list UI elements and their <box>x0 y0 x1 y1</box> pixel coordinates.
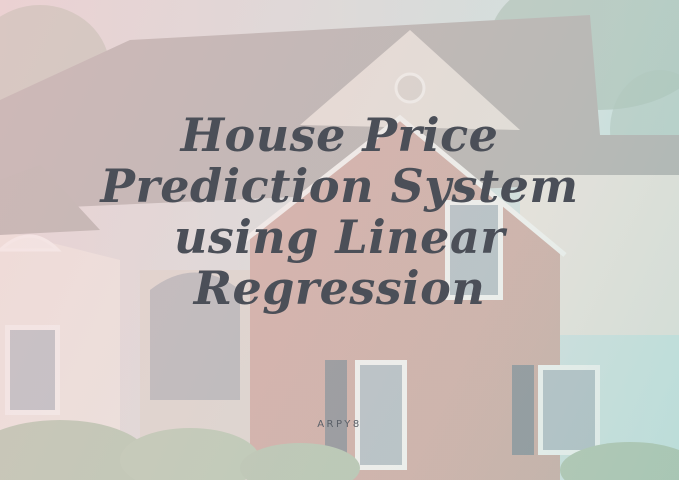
presentation-title: House Price Prediction System using Line… <box>100 108 579 315</box>
author-label: ARPY8 <box>317 419 362 430</box>
